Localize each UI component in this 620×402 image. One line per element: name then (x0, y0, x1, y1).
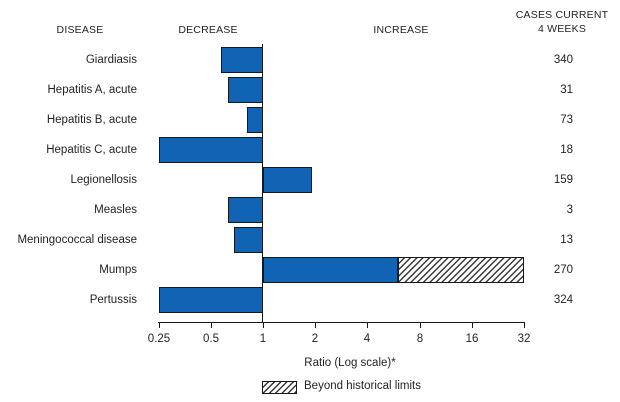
legend-label: Beyond historical limits (304, 380, 421, 392)
x-axis-tick-label: 0.5 (203, 333, 219, 345)
bar-decrease (159, 137, 263, 163)
row-label: Hepatitis C, acute (46, 144, 137, 157)
x-axis-tick-label: 1 (259, 333, 267, 345)
bar-beyond-historical-limits (398, 257, 524, 283)
x-axis-tick-mark (211, 322, 212, 328)
x-axis-tick-mark (420, 322, 421, 328)
x-axis-tick-mark (524, 322, 525, 328)
bar-decrease (228, 197, 263, 223)
x-axis-tick-label: 32 (517, 333, 531, 345)
row-label: Hepatitis B, acute (46, 114, 137, 127)
column-header-disease: DISEASE (56, 24, 104, 36)
cases-count: 13 (560, 234, 573, 247)
row-label: Pertussis (89, 294, 137, 307)
column-header-increase: INCREASE (373, 24, 429, 36)
x-axis-title: Ratio (Log scale)* (304, 357, 396, 369)
x-axis-line (158, 322, 525, 323)
column-header-decrease: DECREASE (178, 24, 238, 36)
column-header-cases-line2: 4 WEEKS (537, 23, 587, 35)
x-axis-tick-mark (263, 322, 264, 328)
bar-decrease (234, 227, 263, 253)
cases-count: 3 (566, 204, 573, 217)
bar-decrease (221, 47, 263, 73)
x-axis-tick-mark (315, 322, 316, 328)
x-axis-tick-label: 2 (311, 333, 319, 345)
row-label: Legionellosis (70, 174, 138, 187)
x-axis-tick-label: 16 (465, 333, 479, 345)
bar-decrease (228, 77, 263, 103)
cases-count: 159 (553, 174, 573, 187)
cases-count: 18 (560, 144, 573, 157)
row-label: Giardiasis (85, 54, 137, 66)
bar-decrease (247, 107, 263, 133)
x-axis-tick-label: 0.25 (147, 333, 171, 345)
cases-count: 340 (553, 54, 573, 66)
column-header-cases-line1: CASES CURRENT (515, 9, 609, 21)
x-axis-tick-mark (472, 322, 473, 328)
cases-count: 31 (560, 84, 573, 97)
cases-count: 324 (553, 294, 573, 307)
row-label: Hepatitis A, acute (47, 84, 138, 97)
x-axis-tick-mark (367, 322, 368, 328)
bar-increase (263, 257, 398, 283)
legend-hatched-swatch (262, 381, 297, 394)
x-axis-tick-label: 4 (363, 333, 371, 345)
bar-increase (263, 167, 312, 193)
cases-count: 73 (560, 114, 573, 127)
row-label: Meningococcal disease (17, 234, 137, 247)
row-label: Mumps (99, 264, 137, 277)
bar-decrease (159, 287, 263, 313)
x-axis-tick-mark (159, 322, 160, 328)
cases-count: 270 (553, 264, 573, 277)
row-label: Measles (94, 204, 137, 217)
x-axis-tick-label: 8 (416, 333, 424, 345)
baseline-ratio-1-line (262, 44, 263, 322)
